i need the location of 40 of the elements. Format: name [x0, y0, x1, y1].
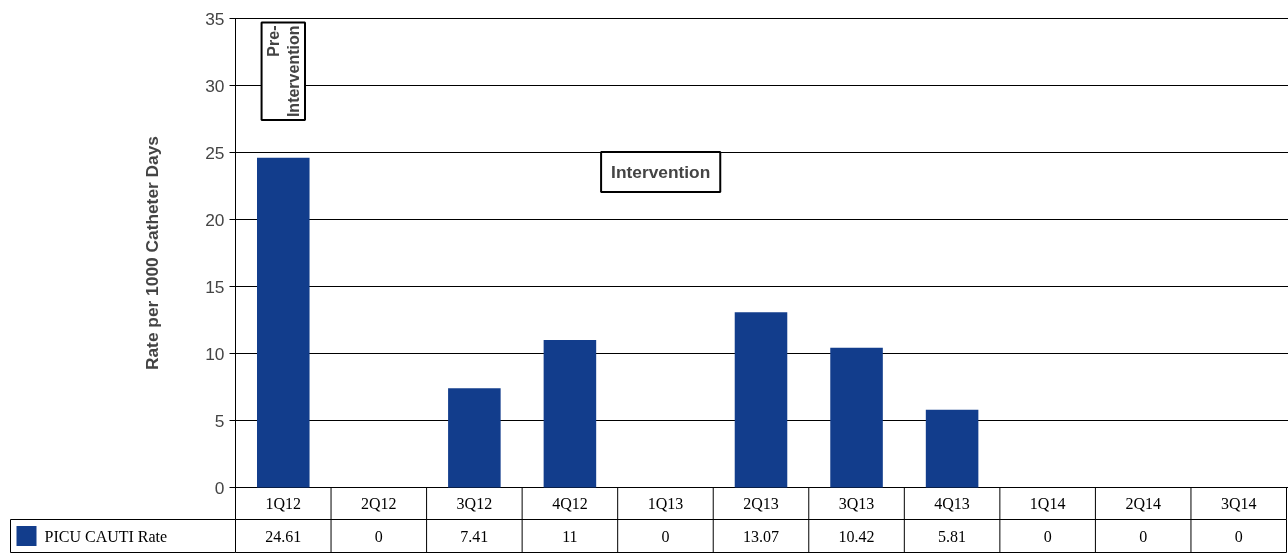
annotation: Pre-Intervention — [264, 25, 302, 118]
x-tick-label: 2Q14 — [1125, 495, 1161, 512]
x-tick-label: 4Q13 — [934, 495, 970, 512]
data-label: 0 — [374, 527, 383, 545]
bar — [543, 340, 597, 488]
x-tick-label: 4Q12 — [552, 495, 588, 512]
x-tick-label: 2Q12 — [361, 495, 397, 512]
x-tick-label: 1Q12 — [265, 495, 302, 512]
x-tick-label: 3Q13 — [838, 495, 875, 512]
y-tick-label: 0 — [214, 477, 225, 498]
y-tick-label: 25 — [205, 142, 225, 163]
data-label: 5.81 — [938, 527, 967, 545]
y-tick-label: 30 — [205, 75, 225, 96]
bar — [257, 157, 310, 488]
y-axis-title: Rate per 1000 Catheter Days — [142, 135, 163, 371]
y-tick-label: 10 — [205, 343, 225, 364]
y-tick-label: 35 — [205, 8, 225, 29]
y-tick-label: 20 — [205, 209, 225, 230]
data-label: 13.07 — [743, 527, 779, 545]
x-tick-label: 1Q13 — [647, 495, 684, 512]
x-tick-label: 2Q13 — [743, 495, 779, 512]
x-tick-label: 3Q12 — [456, 495, 493, 512]
y-tick-label: 5 — [214, 410, 225, 431]
data-label: 0 — [1043, 527, 1052, 545]
x-tick-label: 3Q14 — [1220, 495, 1257, 512]
data-label: 7.41 — [460, 527, 489, 545]
y-tick-label: 15 — [205, 276, 225, 297]
annotation: Intervention — [611, 161, 711, 182]
bar — [830, 347, 883, 488]
bar — [734, 312, 788, 488]
data-label: 11 — [562, 527, 578, 545]
data-label: 24.61 — [265, 527, 302, 545]
data-label: 0 — [1234, 527, 1243, 545]
legend-label: PICU CAUTI Rate — [44, 527, 168, 545]
x-tick-label: 1Q14 — [1029, 495, 1066, 512]
data-label: 0 — [661, 527, 670, 545]
bar — [925, 409, 979, 488]
data-label: 10.42 — [838, 527, 875, 545]
data-label: 0 — [1139, 527, 1148, 545]
bar — [448, 388, 501, 488]
